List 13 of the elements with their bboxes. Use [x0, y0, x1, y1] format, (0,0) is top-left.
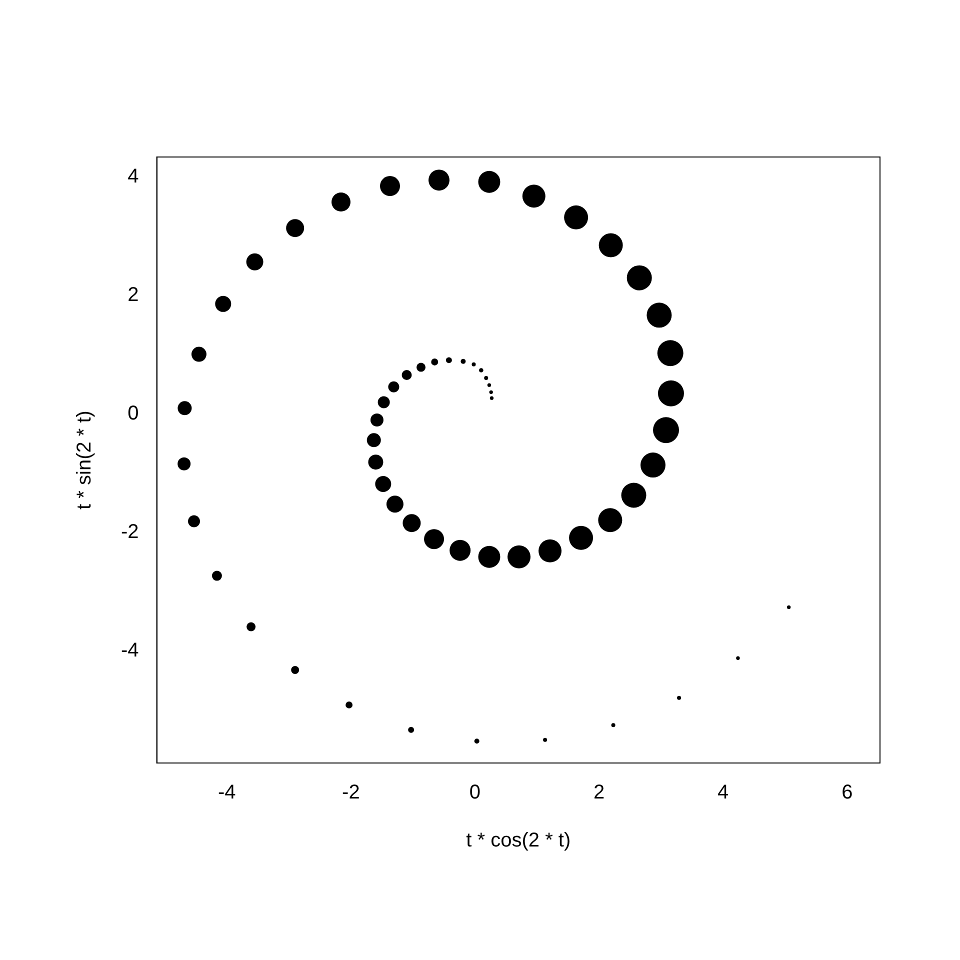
x-tick-label: 0: [469, 782, 481, 804]
y-tick-label: -4: [120, 640, 139, 662]
y-axis-title: t * sin(2 * t): [74, 410, 96, 510]
x-tick-label: 6: [842, 782, 853, 804]
x-axis-title: t * cos(2 * t): [466, 830, 571, 852]
x-tick-label: 2: [593, 782, 605, 804]
y-tick-label: 0: [128, 402, 139, 425]
y-tick-label: 2: [128, 284, 139, 306]
x-tick-label: -2: [342, 782, 360, 804]
x-tick-label: 4: [718, 782, 729, 804]
x-tick-label: -4: [218, 782, 236, 804]
y-tick-label: -2: [120, 521, 139, 544]
y-tick-label: 4: [128, 166, 139, 188]
